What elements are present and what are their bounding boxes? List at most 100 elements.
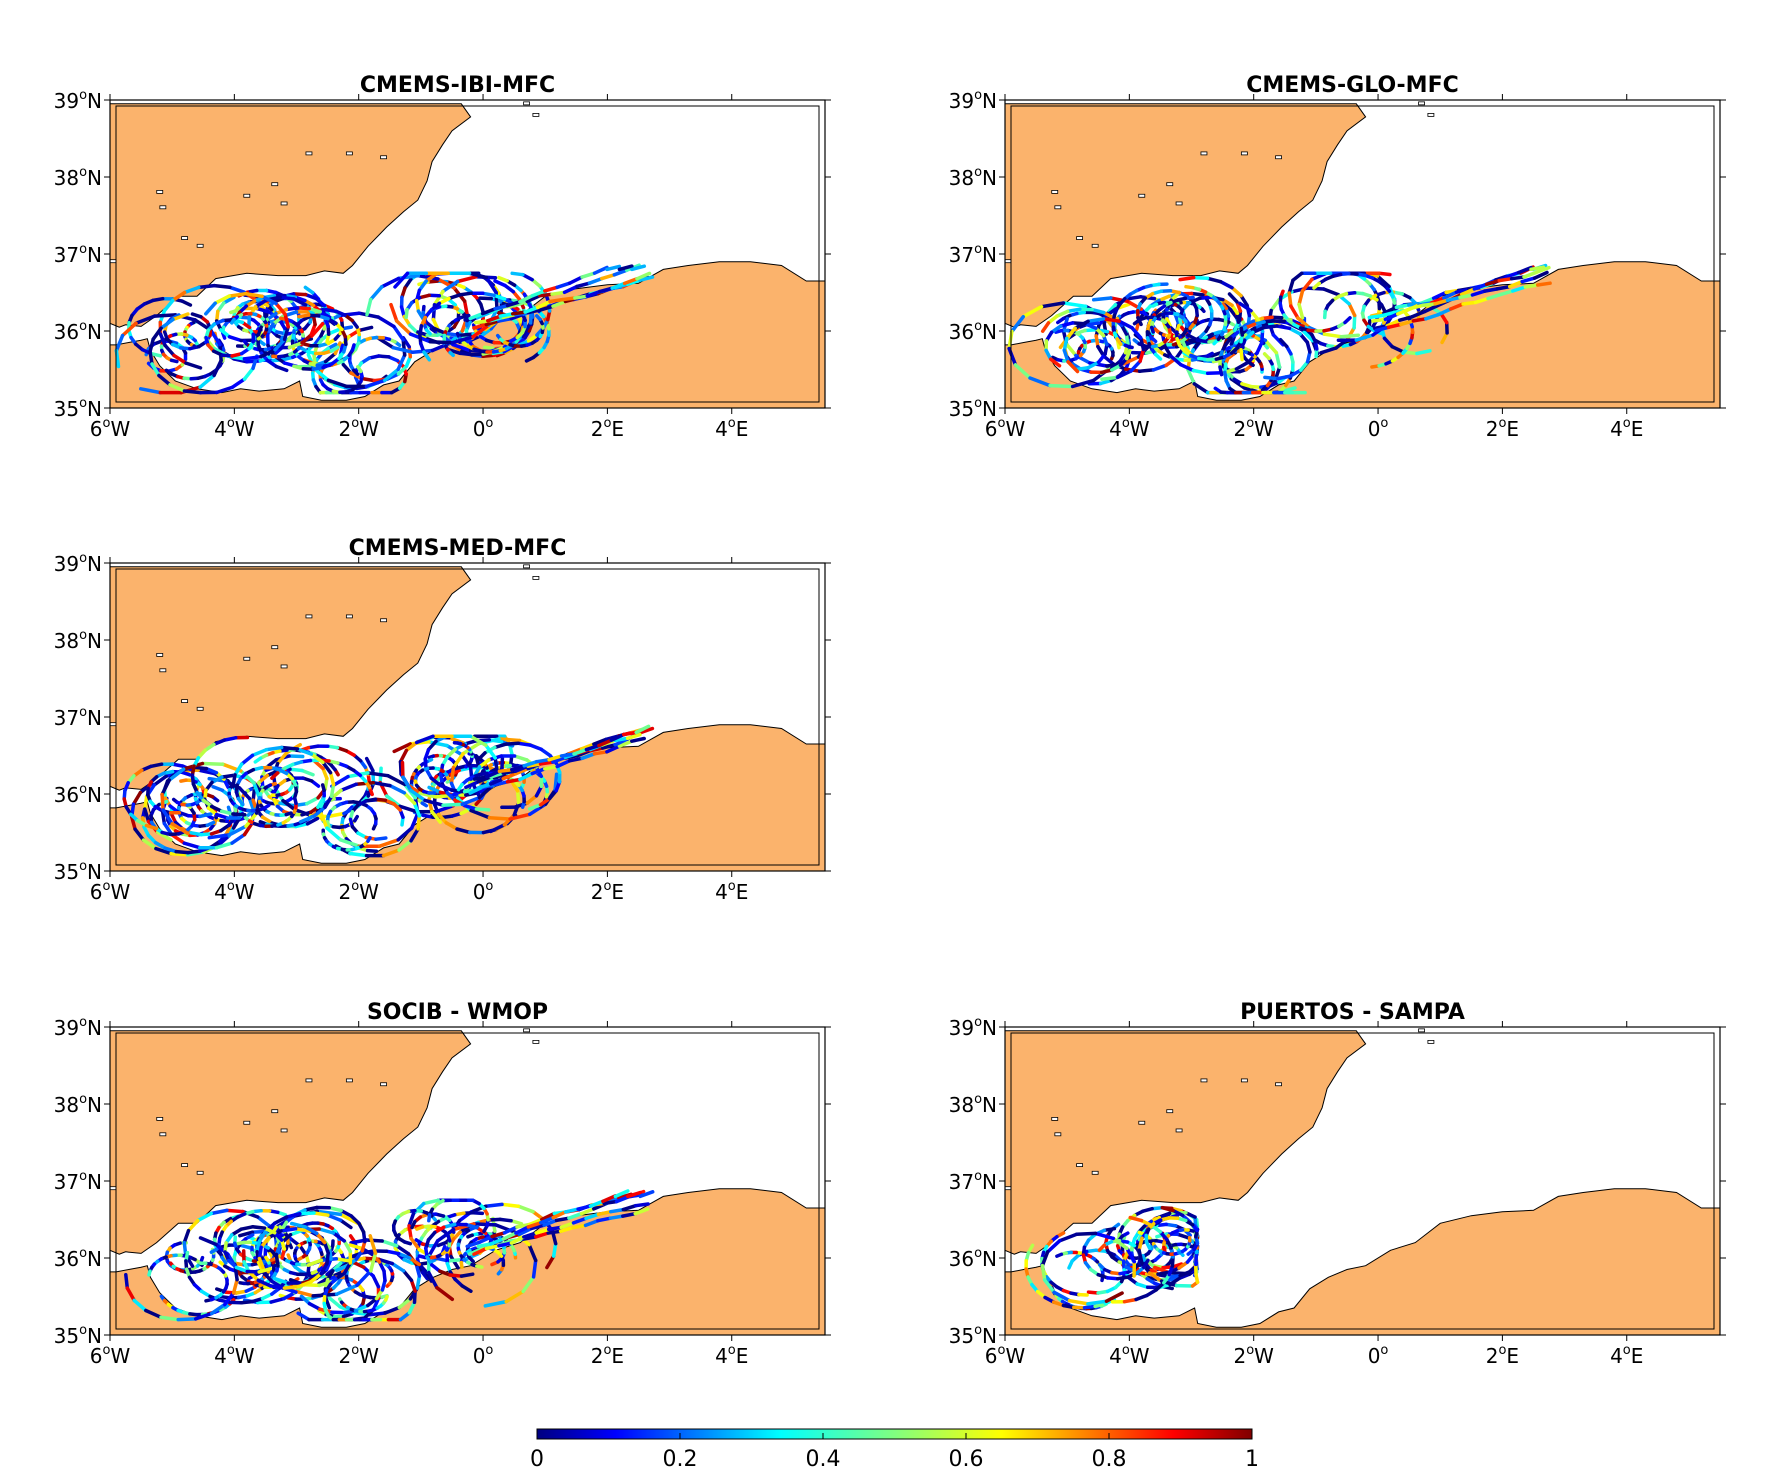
small-island [1138,193,1146,198]
small-island [181,699,189,704]
land-iberia [110,566,472,791]
small-island [523,101,530,106]
lat-tick-label: 37oN [54,705,102,730]
map-panel-ibi: 6oW 4oW 2oW 0o 2oE 4oE 39oN 38oN 37oN 36oN 35oN CME… [54,73,831,441]
map-panel-sampa: 6oW 4oW 2oW 0o 2oE 4oE 39oN 38oN 37oN 36oN 35oN PUE… [949,1000,1726,1368]
small-island [305,614,313,619]
small-island [243,656,251,661]
small-island [1240,151,1248,156]
lon-tick-label: 4oW [1109,416,1150,441]
drifter-trajectories [114,263,655,395]
lon-tick-label: 2oW [338,416,379,441]
small-island [380,618,387,623]
colorbar-tick-label: 0.4 [806,1447,841,1472]
colorbar-tick-label: 1 [1245,1447,1259,1472]
map-panel-glo: 6oW 4oW 2oW 0o 2oE 4oE 39oN 38oN 37oN 36oN 35oN CME… [949,73,1726,441]
small-island [1054,1132,1062,1137]
small-island [1175,1128,1183,1133]
colorbar-tick-label: 0 [530,1447,544,1472]
lat-tick-label: 35oN [54,1323,102,1348]
small-island [523,564,530,569]
small-island [1427,112,1435,117]
lat-tick-label: 35oN [949,1323,997,1348]
land-iberia [1005,1030,1367,1255]
small-island [1240,1078,1248,1083]
small-island [1051,1117,1059,1121]
small-island [1091,1170,1099,1175]
lat-tick-label: 38oN [949,1092,997,1117]
lon-tick-label: 2oE [591,1343,624,1368]
lon-tick-label: 4oW [1109,1343,1150,1368]
lon-tick-label: 0o [473,879,494,904]
small-island [196,243,204,248]
small-island [181,236,189,241]
lat-tick-label: 39oN [949,1015,997,1040]
lat-tick-label: 39oN [54,88,102,113]
lat-tick-label: 35oN [949,396,997,421]
small-island [1054,205,1062,210]
small-island [271,1109,279,1114]
small-island [1175,201,1183,206]
small-island [181,1163,189,1168]
map-panel-wmop: 6oW 4oW 2oW 0o 2oE 4oE 39oN 38oN 37oN 36oN 35oN SOC… [54,1000,831,1368]
small-island [523,1028,530,1033]
small-island [305,151,313,156]
small-island [159,205,167,210]
small-island [1005,259,1012,264]
lat-tick-label: 36oN [54,1246,102,1271]
lon-tick-label: 0o [1368,1343,1389,1368]
small-island [380,155,387,160]
small-island [345,614,353,619]
small-island [271,645,279,650]
lat-tick-label: 36oN [54,782,102,807]
lon-tick-label: 6oW [90,879,131,904]
lon-tick-label: 4oE [715,1343,748,1368]
colorbar-gradient [536,1428,1253,1440]
lon-tick-label: 0o [1368,416,1389,441]
small-island [380,1082,387,1087]
land-iberia [110,1030,472,1255]
small-island [196,1170,204,1175]
lon-tick-label: 4oE [1610,416,1643,441]
lat-tick-label: 39oN [949,88,997,113]
lon-tick-label: 0o [473,416,494,441]
lat-tick-label: 38oN [54,628,102,653]
small-island [1005,1186,1012,1191]
land-iberia [110,103,472,328]
lon-tick-label: 6oW [90,416,131,441]
drifter-trajectories [1024,1205,1200,1311]
small-island [345,151,353,156]
small-island [1418,1028,1425,1033]
land-north-africa [110,1188,825,1335]
lon-tick-label: 4oW [214,1343,255,1368]
lat-tick-label: 37oN [949,1169,997,1194]
drifter-trajectories [1007,263,1552,395]
lon-tick-label: 4oE [1610,1343,1643,1368]
small-island [1051,190,1059,194]
panel-title: PUERTOS - SAMPA [1240,1000,1465,1025]
small-island [156,653,164,657]
small-island [1091,243,1099,248]
lat-tick-label: 38oN [949,165,997,190]
small-island [1138,1120,1146,1125]
lon-tick-label: 2oE [591,416,624,441]
lat-tick-label: 39oN [54,551,102,576]
lon-tick-label: 4oW [214,416,255,441]
small-island [280,201,288,206]
small-island [243,1120,251,1125]
small-island [243,193,251,198]
lon-tick-label: 6oW [985,1343,1026,1368]
small-island [1076,236,1084,241]
small-island [271,182,279,187]
small-island [1076,1163,1084,1168]
lon-tick-label: 2oE [591,879,624,904]
small-island [305,1078,313,1083]
small-island [1275,1082,1282,1087]
small-island [110,1186,117,1191]
map-panel-med: 6oW 4oW 2oW 0o 2oE 4oE 39oN 38oN 37oN 36oN 35oN CME… [54,536,831,904]
small-island [345,1078,353,1083]
lat-tick-label: 37oN [54,242,102,267]
land-iberia [1005,103,1367,328]
lon-tick-label: 6oW [985,416,1026,441]
